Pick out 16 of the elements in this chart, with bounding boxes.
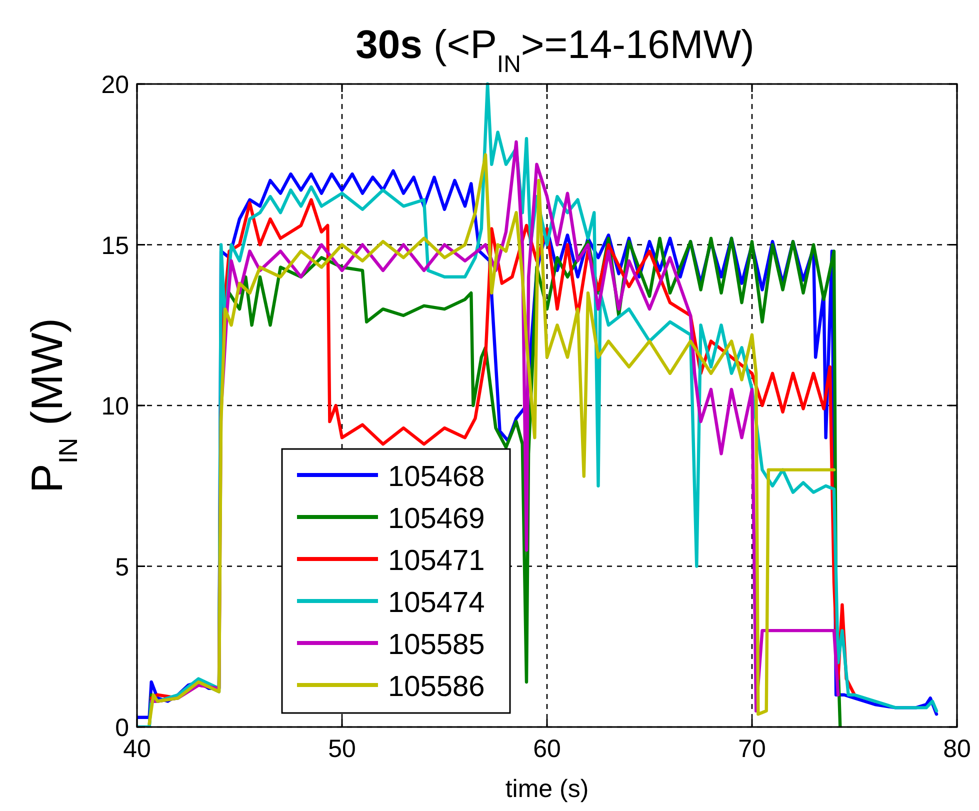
x-tick-label: 70	[738, 735, 766, 763]
y-tick-label: 5	[115, 553, 129, 582]
legend-label: 105474	[388, 587, 485, 619]
legend-label: 105585	[388, 629, 485, 661]
x-tick-label: 50	[328, 735, 356, 763]
legend-label: 105468	[388, 461, 485, 493]
x-tick-label: 60	[533, 735, 561, 763]
y-tick-label: 10	[101, 392, 129, 420]
chart-title: 30s (<P$_{IN}$>=14-16MW)	[356, 23, 754, 78]
legend-label: 105586	[388, 671, 485, 703]
x-tick-label: 80	[943, 735, 971, 763]
legend-label: 105469	[388, 503, 485, 535]
legend-label: 105471	[388, 545, 485, 577]
y-tick-label: 15	[101, 232, 129, 260]
x-axis-title: time (s)	[505, 775, 589, 803]
y-tick-label: 20	[101, 71, 129, 99]
